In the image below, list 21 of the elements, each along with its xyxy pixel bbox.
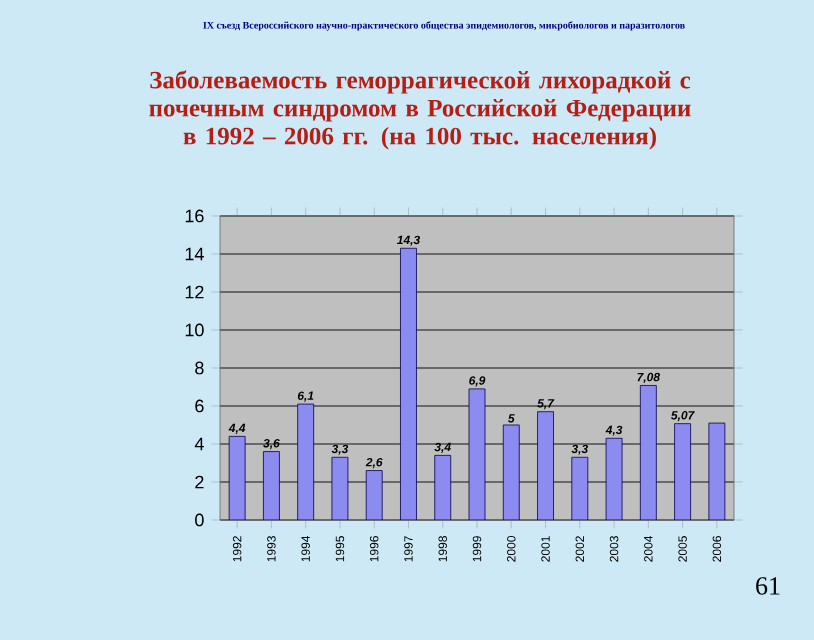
text: 61 bbox=[756, 577, 780, 595]
y-tick-label: 10 bbox=[185, 323, 204, 337]
y-tick-label: 8 bbox=[195, 361, 204, 375]
y-tick-label: 12 bbox=[185, 285, 204, 299]
y-tick-label: 0 bbox=[195, 513, 204, 527]
bar bbox=[639, 385, 657, 520]
bar bbox=[365, 470, 383, 520]
bar bbox=[571, 456, 589, 520]
y-tick-label: 16 bbox=[185, 209, 204, 223]
bar bbox=[502, 424, 520, 520]
bar bbox=[297, 403, 315, 520]
bar bbox=[400, 247, 417, 520]
y-tick-label: 6 bbox=[195, 399, 204, 413]
bar bbox=[537, 411, 554, 520]
chart-title: Заболеваемость геморрагической лихорадкой с почечным синдромом в Российской Федерации в 1992 – 2006 гг. (на 100 тыс. населения) bbox=[149, 70, 691, 150]
y-tick-label: 4 bbox=[194, 437, 204, 451]
bar bbox=[434, 454, 452, 520]
y-tick-label: 14 bbox=[185, 247, 204, 261]
bar bbox=[674, 423, 691, 520]
y-tick-label: 2 bbox=[195, 475, 204, 489]
bar bbox=[263, 451, 280, 520]
